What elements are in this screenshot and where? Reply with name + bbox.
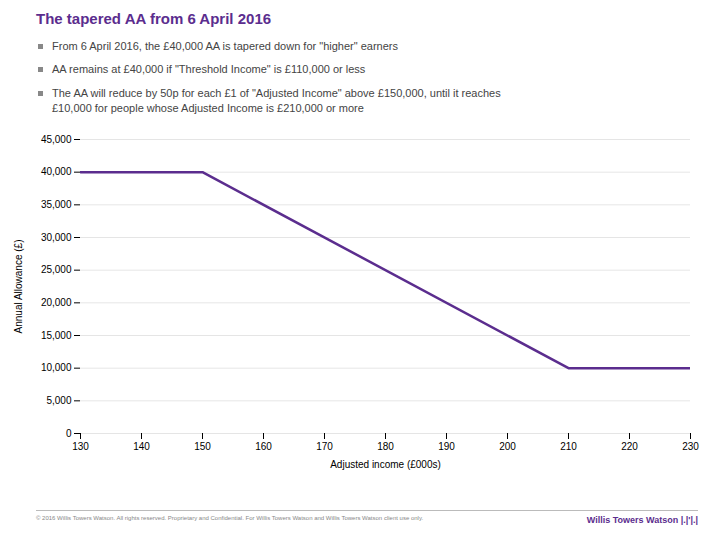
svg-text:35,000: 35,000 [41,199,72,210]
svg-text:180: 180 [377,440,394,451]
svg-text:140: 140 [133,440,150,451]
svg-text:30,000: 30,000 [41,231,72,242]
svg-text:230: 230 [682,440,699,451]
html-text:From 6 April 2016, the £40,000: From 6 April 2016, the £40,000 AA is tap… [52,40,398,52]
svg-text:15,000: 15,000 [41,329,72,340]
svg-text:160: 160 [255,440,272,451]
html-text:The AA will reduce by 50p for: The AA will reduce by 50p for each £1 of… [52,86,501,115]
svg-text:40,000: 40,000 [41,166,72,177]
svg-text:170: 170 [316,440,333,451]
svg-text:45,000: 45,000 [41,133,72,144]
html-text:Willis Towers Watson |.|'|.|: Willis Towers Watson |.|'|.| [586,515,698,525]
svg-text:150: 150 [194,440,211,451]
svg-text:0: 0 [66,427,72,438]
html-text:The tapered AA from 6 April 20: The tapered AA from 6 April 2016 [36,10,272,27]
svg-text:5,000: 5,000 [46,395,71,406]
svg-text:190: 190 [438,440,455,451]
svg-text:20,000: 20,000 [41,297,72,308]
svg-text:220: 220 [621,440,638,451]
svg-text:Adjusted income (£000s): Adjusted income (£000s) [330,458,441,469]
html-text:AA remains at £40,000 if "Thre: AA remains at £40,000 if "Threshold Inco… [52,63,366,76]
svg-text:25,000: 25,000 [41,264,72,275]
svg-text:10,000: 10,000 [41,362,72,373]
svg-text:200: 200 [499,440,516,451]
svg-text:130: 130 [72,440,89,451]
html-text:© 2016 Willis Towers Watson. A: © 2016 Willis Towers Watson. All rights … [36,515,424,521]
svg-text:210: 210 [560,440,577,451]
svg-text:Annual Allowance (£): Annual Allowance (£) [13,239,24,333]
